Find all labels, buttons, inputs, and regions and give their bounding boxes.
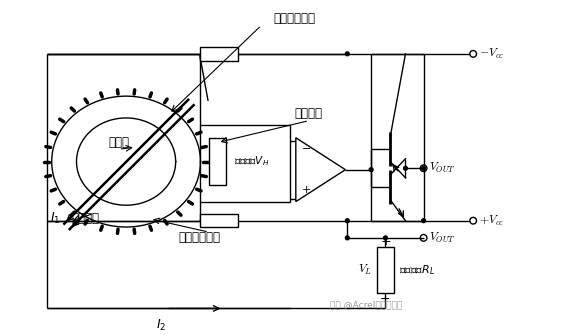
Text: $-V_{cc}$: $-V_{cc}$ (479, 47, 504, 61)
Text: $I_2$: $I_2$ (156, 318, 166, 333)
Circle shape (422, 166, 426, 170)
Text: 被测导线: 被测导线 (71, 212, 99, 225)
Text: $V_L$: $V_L$ (358, 263, 372, 277)
Text: −: − (301, 144, 311, 154)
Circle shape (422, 219, 426, 223)
Text: 磁聚环: 磁聚环 (108, 136, 129, 149)
Text: 霍尔电热$V_H$: 霍尔电热$V_H$ (234, 155, 269, 169)
Circle shape (369, 168, 373, 172)
Text: 霍尔元件: 霍尔元件 (295, 108, 323, 120)
Text: +: + (301, 185, 311, 195)
Text: +: + (380, 235, 391, 248)
Circle shape (345, 52, 349, 56)
Text: $I_1$: $I_1$ (50, 211, 60, 226)
Circle shape (345, 236, 349, 240)
Text: 知乎 @Acrel安科瑞王阳: 知乎 @Acrel安科瑞王阳 (330, 300, 402, 309)
Text: 一次线圈磁场: 一次线圈磁场 (179, 231, 221, 244)
Text: 二次线圈磁场: 二次线圈磁场 (274, 12, 316, 25)
Bar (209, 138, 226, 185)
Bar (200, 47, 238, 61)
Polygon shape (296, 138, 345, 202)
Text: 测量电阻$R_L$: 测量电阻$R_L$ (399, 263, 435, 277)
Text: $V_{OUT}$: $V_{OUT}$ (429, 231, 456, 245)
Circle shape (384, 236, 387, 240)
Circle shape (345, 219, 349, 223)
Bar (371, 54, 423, 221)
Text: $V_{OUT}$: $V_{OUT}$ (429, 161, 456, 175)
Bar (200, 214, 238, 227)
Text: −: − (380, 293, 391, 306)
Bar (377, 248, 394, 293)
Circle shape (404, 166, 408, 170)
Bar (200, 125, 290, 202)
Text: $+V_{cc}$: $+V_{cc}$ (479, 214, 504, 228)
